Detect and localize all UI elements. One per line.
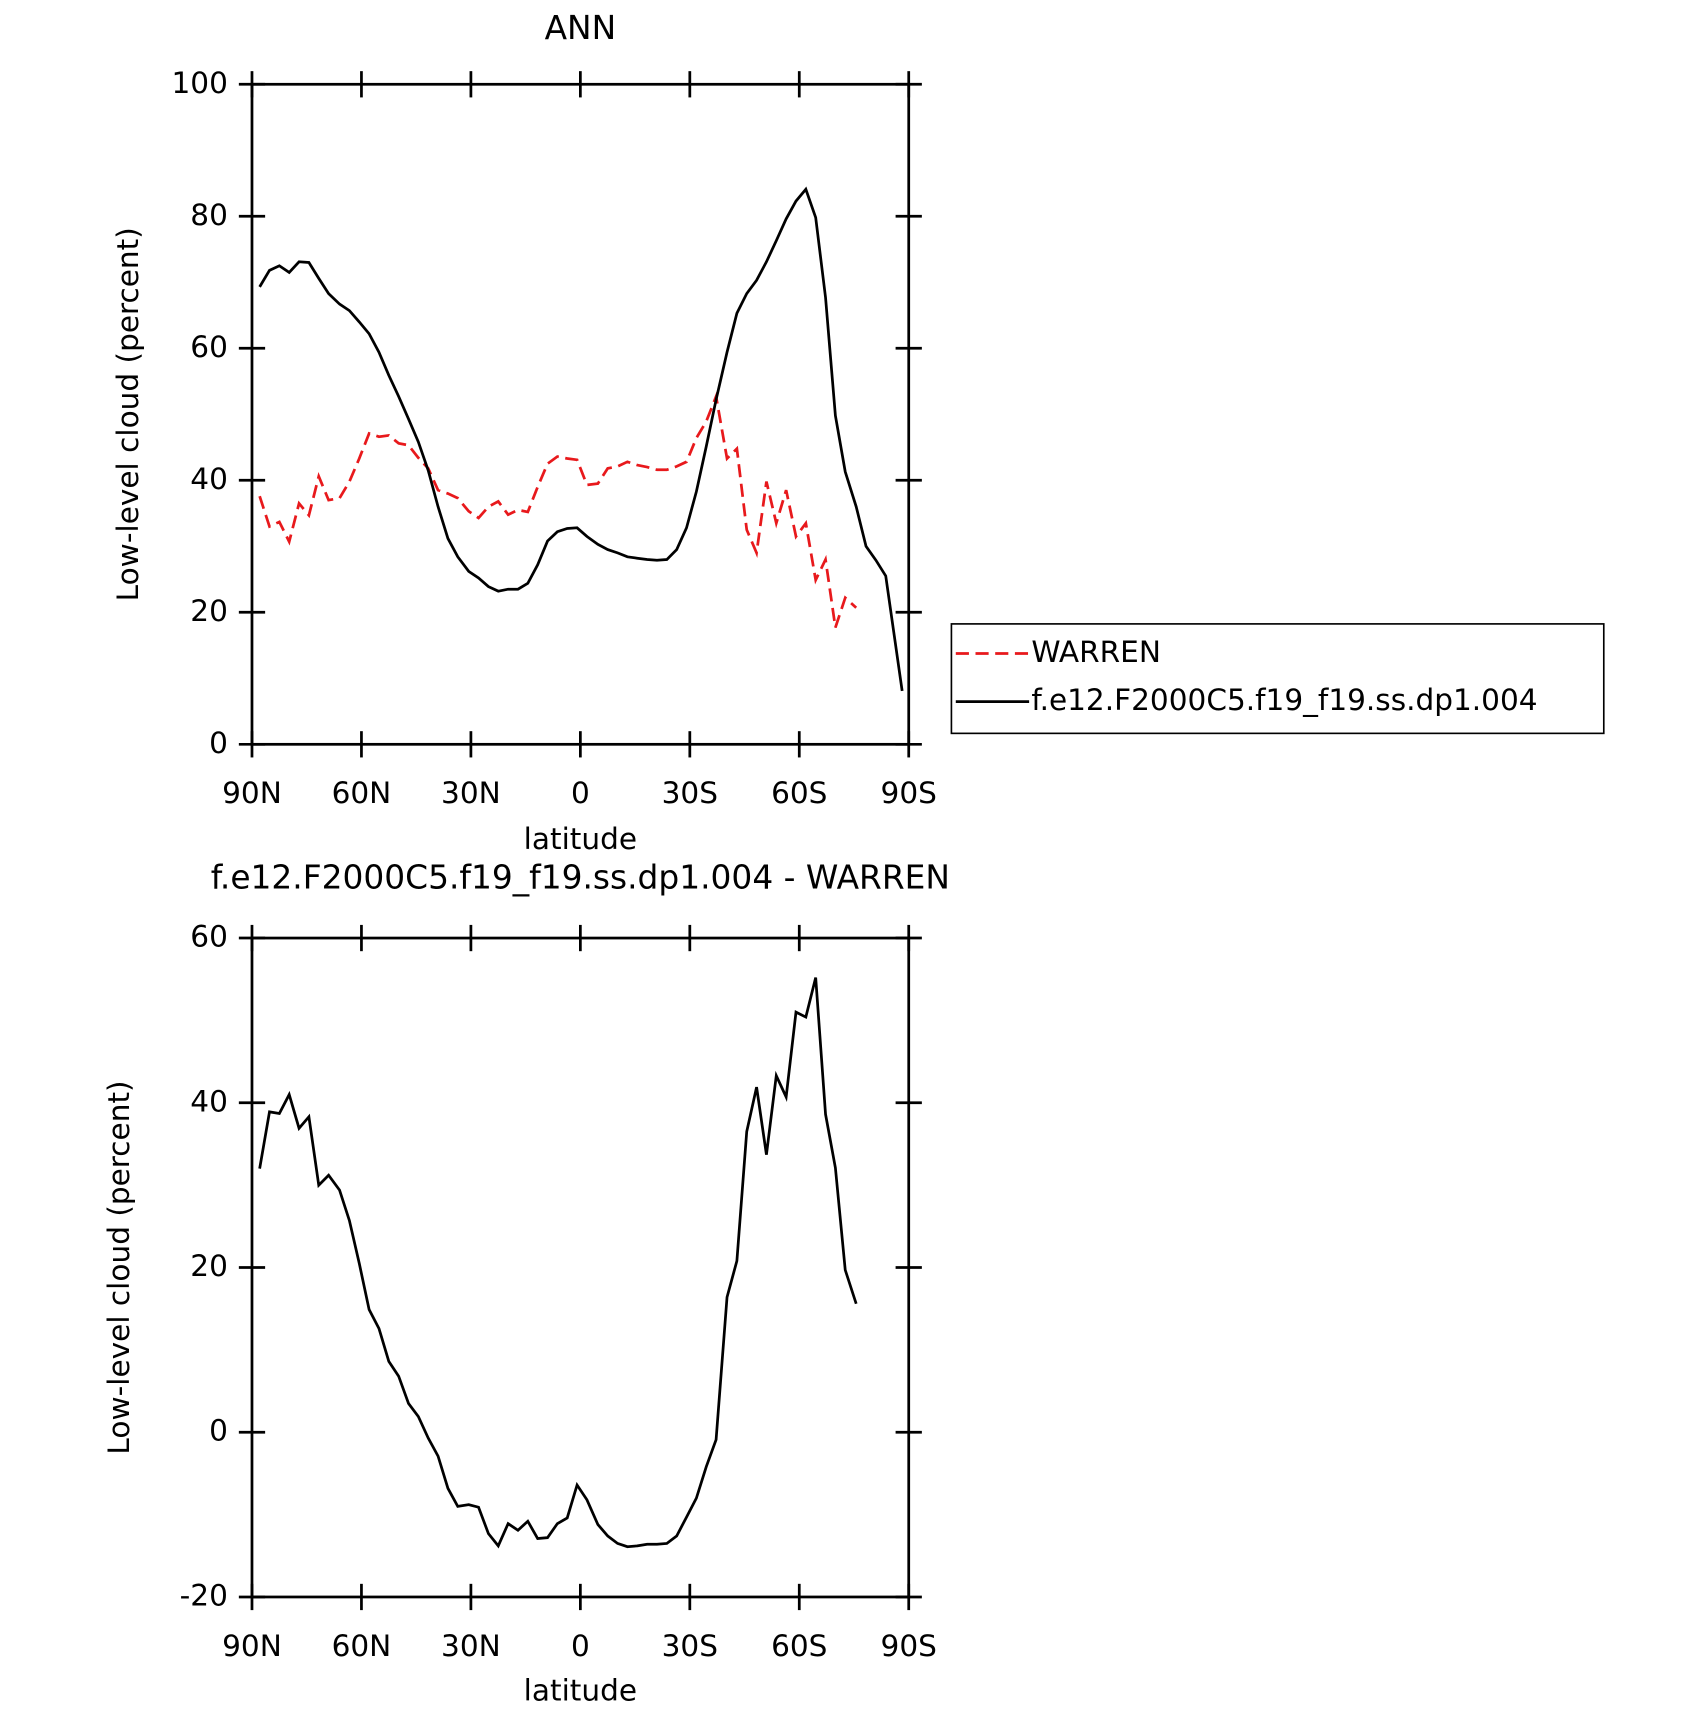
chart-title: f.e12.F2000C5.f19_f19.ss.dp1.004 - WARRE… xyxy=(211,858,950,896)
x-tick-label: 30S xyxy=(662,1629,718,1663)
y-axis-label: Low-level cloud (percent) xyxy=(111,227,145,601)
y-tick-label: 80 xyxy=(190,198,228,232)
x-tick-label: 90N xyxy=(222,776,282,810)
x-tick-label: 60S xyxy=(771,1629,827,1663)
y-axis-label: Low-level cloud (percent) xyxy=(102,1080,136,1454)
data-line xyxy=(258,186,904,692)
legend-label: WARREN xyxy=(1031,635,1161,669)
y-tick-label: 0 xyxy=(209,726,228,760)
y-tick-label: 60 xyxy=(190,920,228,954)
y-tick-label: -20 xyxy=(180,1578,228,1612)
x-tick-label: 90S xyxy=(881,1629,937,1663)
legend-box xyxy=(950,623,1605,735)
y-tick-label: 100 xyxy=(172,66,228,100)
x-tick-label: 0 xyxy=(571,776,590,810)
legend-label: f.e12.F2000C5.f19_f19.ss.dp1.004 xyxy=(1031,683,1537,717)
data-line xyxy=(258,391,858,628)
x-tick-label: 90N xyxy=(222,1629,282,1663)
x-tick-label: 30N xyxy=(441,776,501,810)
x-tick-label: 60N xyxy=(332,1629,392,1663)
y-tick-label: 20 xyxy=(190,1249,228,1283)
x-tick-label: 60N xyxy=(332,776,392,810)
x-tick-label: 60S xyxy=(771,776,827,810)
y-tick-label: 60 xyxy=(190,330,228,364)
plot-frame xyxy=(250,82,911,746)
y-tick-label: 40 xyxy=(190,1084,228,1118)
y-tick-label: 40 xyxy=(190,462,228,496)
y-tick-label: 0 xyxy=(209,1414,228,1448)
x-tick-label: 0 xyxy=(571,1629,590,1663)
x-tick-label: 90S xyxy=(881,776,937,810)
x-tick-label: 30S xyxy=(662,776,718,810)
chart-title: ANN xyxy=(545,9,617,47)
x-axis-label: latitude xyxy=(524,822,637,856)
x-axis-label: latitude xyxy=(524,1674,637,1708)
data-line xyxy=(258,977,858,1549)
plot-frame xyxy=(250,936,911,1599)
y-tick-label: 20 xyxy=(190,594,228,628)
x-tick-label: 30N xyxy=(441,1629,501,1663)
